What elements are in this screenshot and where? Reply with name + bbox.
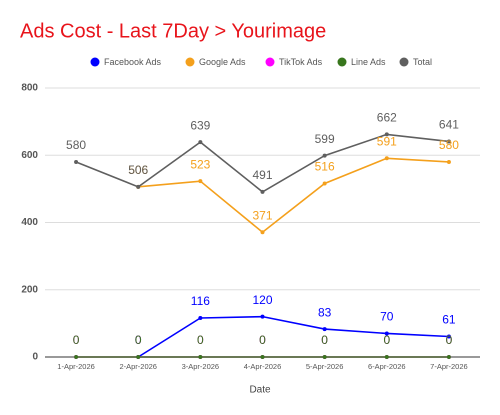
data-label: 491: [252, 168, 272, 182]
data-point: [74, 159, 79, 164]
x-tick-label: 1-Apr-2026: [57, 362, 95, 371]
data-point: [384, 355, 389, 359]
data-point: [446, 139, 451, 144]
x-tick-label: 4-Apr-2026: [244, 362, 282, 371]
y-tick-label: 800: [21, 83, 38, 94]
data-point: [384, 156, 389, 161]
data-point: [260, 230, 265, 235]
legend-swatch: [185, 57, 195, 67]
data-label: 0: [321, 333, 328, 347]
legend-swatch: [399, 57, 409, 67]
data-point: [260, 314, 265, 319]
data-point: [384, 132, 389, 137]
data-label: 0: [446, 333, 453, 347]
x-tick-label: 2-Apr-2026: [119, 362, 157, 371]
x-tick-label: 5-Apr-2026: [306, 362, 344, 371]
data-label: 371: [252, 208, 272, 222]
data-label: 599: [315, 132, 335, 146]
x-tick-label: 6-Apr-2026: [368, 362, 406, 371]
legend-label: Line Ads: [351, 57, 386, 67]
data-point: [198, 140, 203, 145]
data-label: 0: [135, 333, 142, 347]
data-label: 0: [383, 333, 390, 347]
data-label: 0: [321, 333, 328, 347]
y-tick-label: 600: [21, 150, 38, 161]
data-point: [260, 189, 265, 194]
data-label: 83: [318, 305, 332, 319]
legend-swatch: [265, 57, 275, 67]
data-label: 0: [73, 333, 80, 347]
data-label: 639: [190, 118, 210, 132]
data-point: [446, 159, 451, 164]
data-point: [136, 355, 141, 359]
legend-swatch: [337, 57, 347, 67]
data-point: [322, 355, 327, 359]
data-point: [446, 355, 451, 359]
x-tick-label: 3-Apr-2026: [182, 362, 220, 371]
chart-title: Ads Cost - Last 7Day > Yourimage: [20, 20, 326, 42]
data-label: 516: [315, 160, 335, 174]
data-label: 0: [446, 333, 453, 347]
data-label: 0: [197, 333, 204, 347]
data-label: 0: [259, 333, 266, 347]
series-line: [138, 157, 449, 234]
data-point: [446, 334, 451, 339]
data-label: 0: [135, 333, 142, 347]
data-label: 0: [259, 333, 266, 347]
data-point: [322, 153, 327, 158]
legend-label: TikTok Ads: [279, 57, 323, 67]
x-axis-title: Date: [249, 385, 271, 396]
series-line: [137, 315, 449, 358]
data-point: [198, 315, 203, 320]
data-label: 641: [439, 118, 459, 132]
y-tick-label: 200: [21, 284, 38, 295]
data-label: 0: [73, 333, 80, 347]
legend-swatch: [90, 57, 100, 67]
legend-label: Total: [413, 57, 432, 67]
data-label: 0: [383, 333, 390, 347]
y-tick-label: 400: [21, 217, 38, 228]
legend-label: Google Ads: [199, 57, 246, 67]
data-label: 0: [197, 333, 204, 347]
data-label: 662: [377, 111, 397, 125]
data-point: [136, 184, 141, 189]
data-point: [260, 355, 265, 359]
x-tick-label: 7-Apr-2026: [430, 362, 468, 371]
data-label: 61: [442, 313, 456, 327]
data-label: 580: [66, 138, 86, 152]
data-point: [198, 179, 203, 184]
data-point: [198, 355, 203, 359]
data-label: 506: [128, 163, 148, 177]
legend-label: Facebook Ads: [104, 57, 162, 67]
data-label: 580: [439, 138, 459, 152]
data-label: 0: [135, 333, 142, 347]
data-point: [74, 355, 79, 359]
data-label: 120: [252, 293, 272, 307]
data-point: [384, 331, 389, 336]
data-label: 523: [190, 157, 210, 171]
data-label: 70: [380, 310, 394, 324]
data-label: 116: [191, 294, 210, 308]
data-point: [322, 327, 327, 332]
data-label: 506: [128, 163, 148, 177]
data-point: [322, 181, 327, 186]
y-tick-label: 0: [32, 352, 38, 363]
data-label: 591: [377, 134, 397, 148]
